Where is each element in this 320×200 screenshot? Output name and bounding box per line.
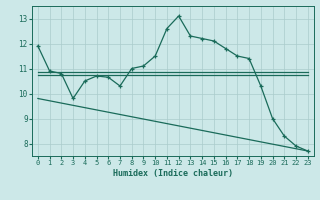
X-axis label: Humidex (Indice chaleur): Humidex (Indice chaleur) bbox=[113, 169, 233, 178]
